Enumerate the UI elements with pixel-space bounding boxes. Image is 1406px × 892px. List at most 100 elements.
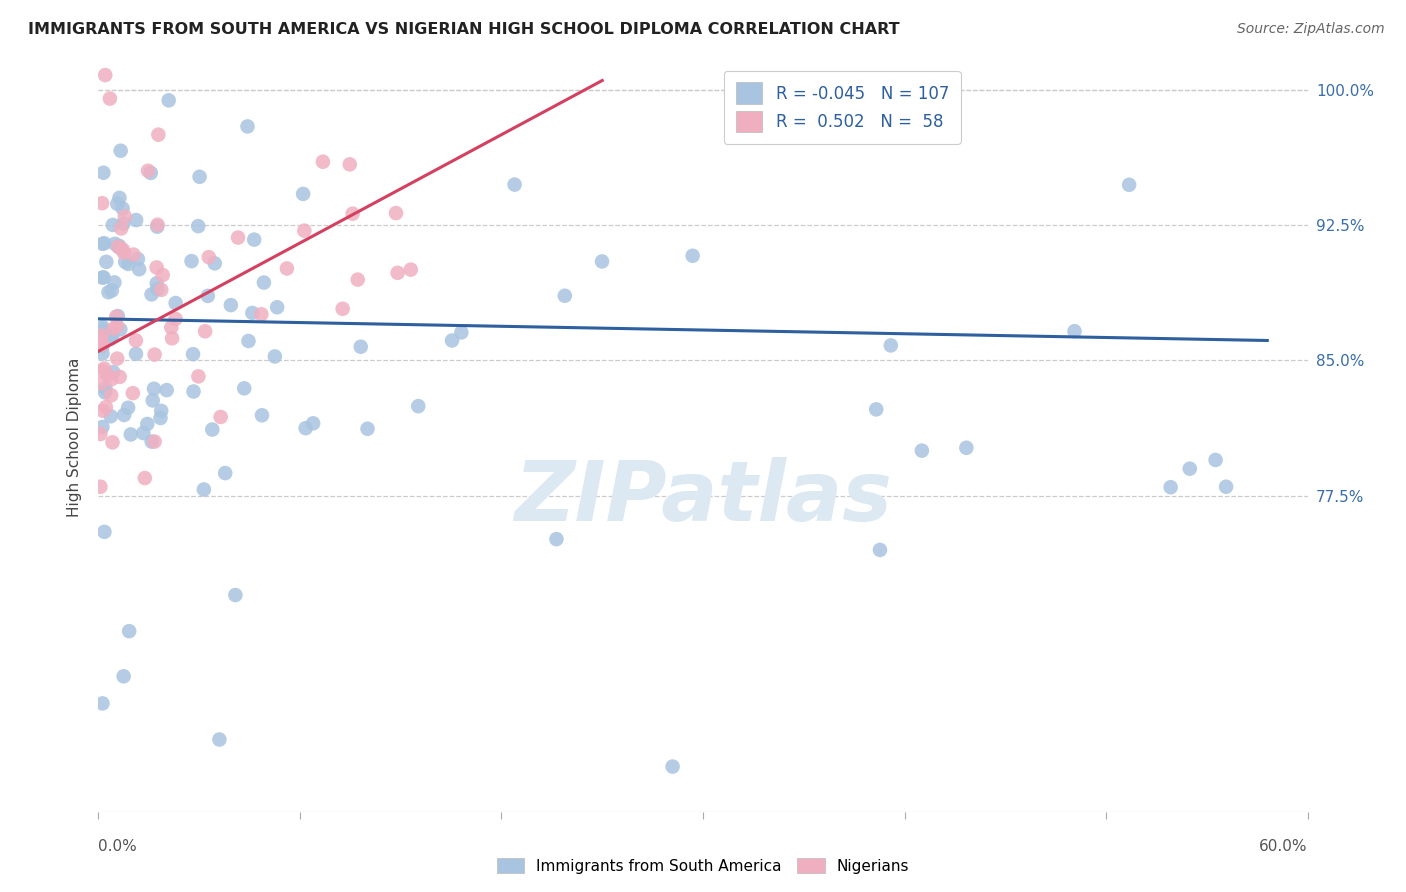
Text: ZIPatlas: ZIPatlas	[515, 457, 891, 538]
Point	[96, 255, 118, 269]
Point	[1160, 480, 1182, 494]
Point	[107, 240, 129, 254]
Point	[141, 434, 163, 449]
Point	[243, 233, 266, 247]
Point	[91, 364, 114, 378]
Point	[236, 120, 259, 134]
Point	[93, 270, 115, 285]
Point	[89, 332, 111, 346]
Point	[342, 207, 364, 221]
Point	[198, 250, 221, 264]
Point	[108, 370, 131, 384]
Point	[101, 218, 124, 232]
Point	[91, 337, 114, 351]
Point	[193, 483, 215, 497]
Point	[146, 219, 169, 234]
Point	[139, 166, 162, 180]
Point	[128, 262, 150, 277]
Point	[180, 254, 202, 268]
Point	[302, 417, 325, 431]
Point	[276, 261, 298, 276]
Point	[145, 277, 167, 291]
Point	[112, 669, 135, 683]
Point	[233, 381, 256, 395]
Point	[880, 338, 903, 352]
Point	[143, 348, 166, 362]
Point	[103, 276, 125, 290]
Point	[1063, 324, 1085, 338]
Point	[332, 301, 354, 316]
Point	[107, 309, 129, 323]
Point	[208, 732, 231, 747]
Point	[143, 434, 166, 449]
Point	[91, 196, 114, 211]
Point	[294, 421, 316, 435]
Point	[108, 191, 131, 205]
Text: 60.0%: 60.0%	[1260, 838, 1308, 854]
Point	[503, 178, 526, 192]
Point	[89, 480, 111, 494]
Point	[100, 372, 122, 386]
Point	[146, 218, 169, 232]
Point	[111, 243, 134, 257]
Point	[682, 249, 704, 263]
Point	[117, 257, 139, 271]
Point	[91, 403, 114, 417]
Point	[108, 241, 131, 255]
Point	[110, 322, 132, 336]
Point	[869, 543, 891, 558]
Point	[118, 624, 141, 639]
Point	[187, 369, 209, 384]
Point	[91, 346, 114, 360]
Point	[100, 409, 122, 424]
Point	[165, 312, 187, 326]
Point	[406, 399, 429, 413]
Point	[399, 262, 422, 277]
Point	[114, 255, 136, 269]
Point	[94, 400, 117, 414]
Point	[143, 382, 166, 396]
Point	[292, 224, 315, 238]
Point	[312, 154, 335, 169]
Point	[150, 404, 173, 418]
Point	[89, 427, 111, 442]
Point	[132, 425, 155, 440]
Point	[385, 206, 408, 220]
Point	[160, 331, 183, 345]
Legend: R = -0.045   N = 107, R =  0.502   N =  58: R = -0.045 N = 107, R = 0.502 N = 58	[724, 70, 960, 144]
Point	[224, 588, 246, 602]
Point	[238, 334, 260, 348]
Point	[1118, 178, 1140, 192]
Point	[450, 326, 472, 340]
Point	[1178, 461, 1201, 475]
Point	[591, 254, 613, 268]
Point	[250, 409, 273, 423]
Point	[93, 166, 115, 180]
Point	[122, 247, 145, 261]
Point	[112, 245, 135, 260]
Point	[263, 350, 285, 364]
Point	[91, 339, 114, 353]
Point	[219, 298, 242, 312]
Point	[148, 128, 170, 142]
Point	[125, 213, 148, 227]
Point	[125, 347, 148, 361]
Point	[94, 68, 117, 82]
Point	[94, 385, 117, 400]
Legend: Immigrants from South America, Nigerians: Immigrants from South America, Nigerians	[491, 852, 915, 880]
Point	[101, 329, 124, 343]
Point	[98, 91, 121, 105]
Point	[117, 401, 139, 415]
Point	[103, 321, 125, 335]
Point	[112, 408, 135, 422]
Point	[160, 320, 183, 334]
Point	[197, 289, 219, 303]
Point	[114, 210, 136, 224]
Point	[91, 319, 114, 334]
Point	[91, 420, 114, 434]
Point	[100, 388, 122, 402]
Point	[194, 324, 217, 338]
Point	[108, 239, 131, 253]
Point	[156, 383, 179, 397]
Point	[90, 376, 112, 391]
